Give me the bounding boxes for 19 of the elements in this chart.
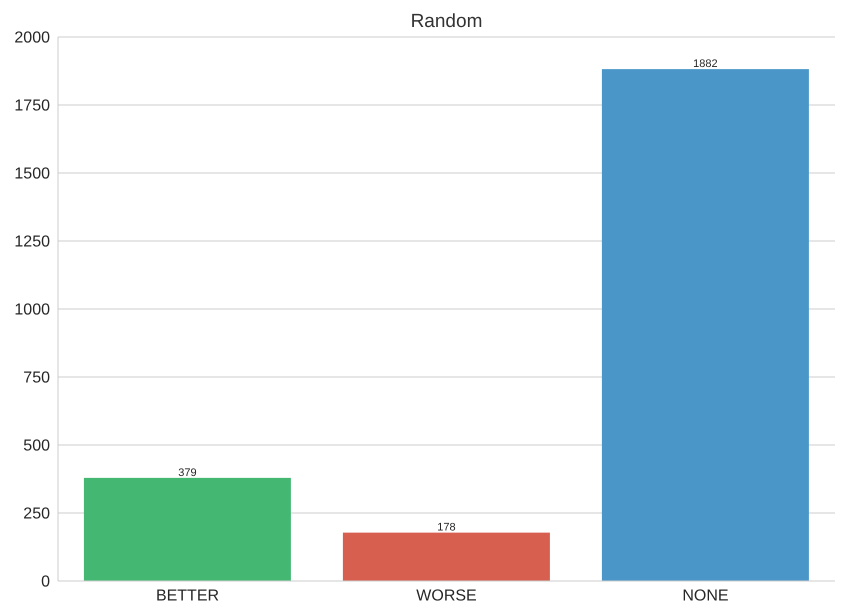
y-tick-label: 0	[41, 574, 50, 591]
x-tick-label: BETTER	[156, 587, 220, 604]
x-tick-label: NONE	[682, 587, 729, 604]
data-label: 178	[437, 522, 456, 534]
data-label: 379	[178, 466, 197, 479]
chart-title: Random	[410, 11, 484, 33]
y-tick-label: 2000	[14, 30, 50, 47]
bar	[342, 532, 550, 581]
x-tick-label: WORSE	[416, 587, 477, 604]
bar	[602, 69, 809, 581]
y-tick-label: 1500	[14, 166, 50, 183]
y-tick-label: 500	[23, 438, 50, 455]
y-tick-label: 250	[23, 506, 50, 523]
bar	[84, 478, 291, 581]
y-tick-label: 1000	[14, 302, 50, 319]
y-tick-label: 1750	[14, 98, 50, 115]
data-label: 1882	[693, 58, 718, 70]
y-tick-label: 750	[23, 370, 50, 387]
y-tick-label: 1250	[14, 234, 50, 251]
